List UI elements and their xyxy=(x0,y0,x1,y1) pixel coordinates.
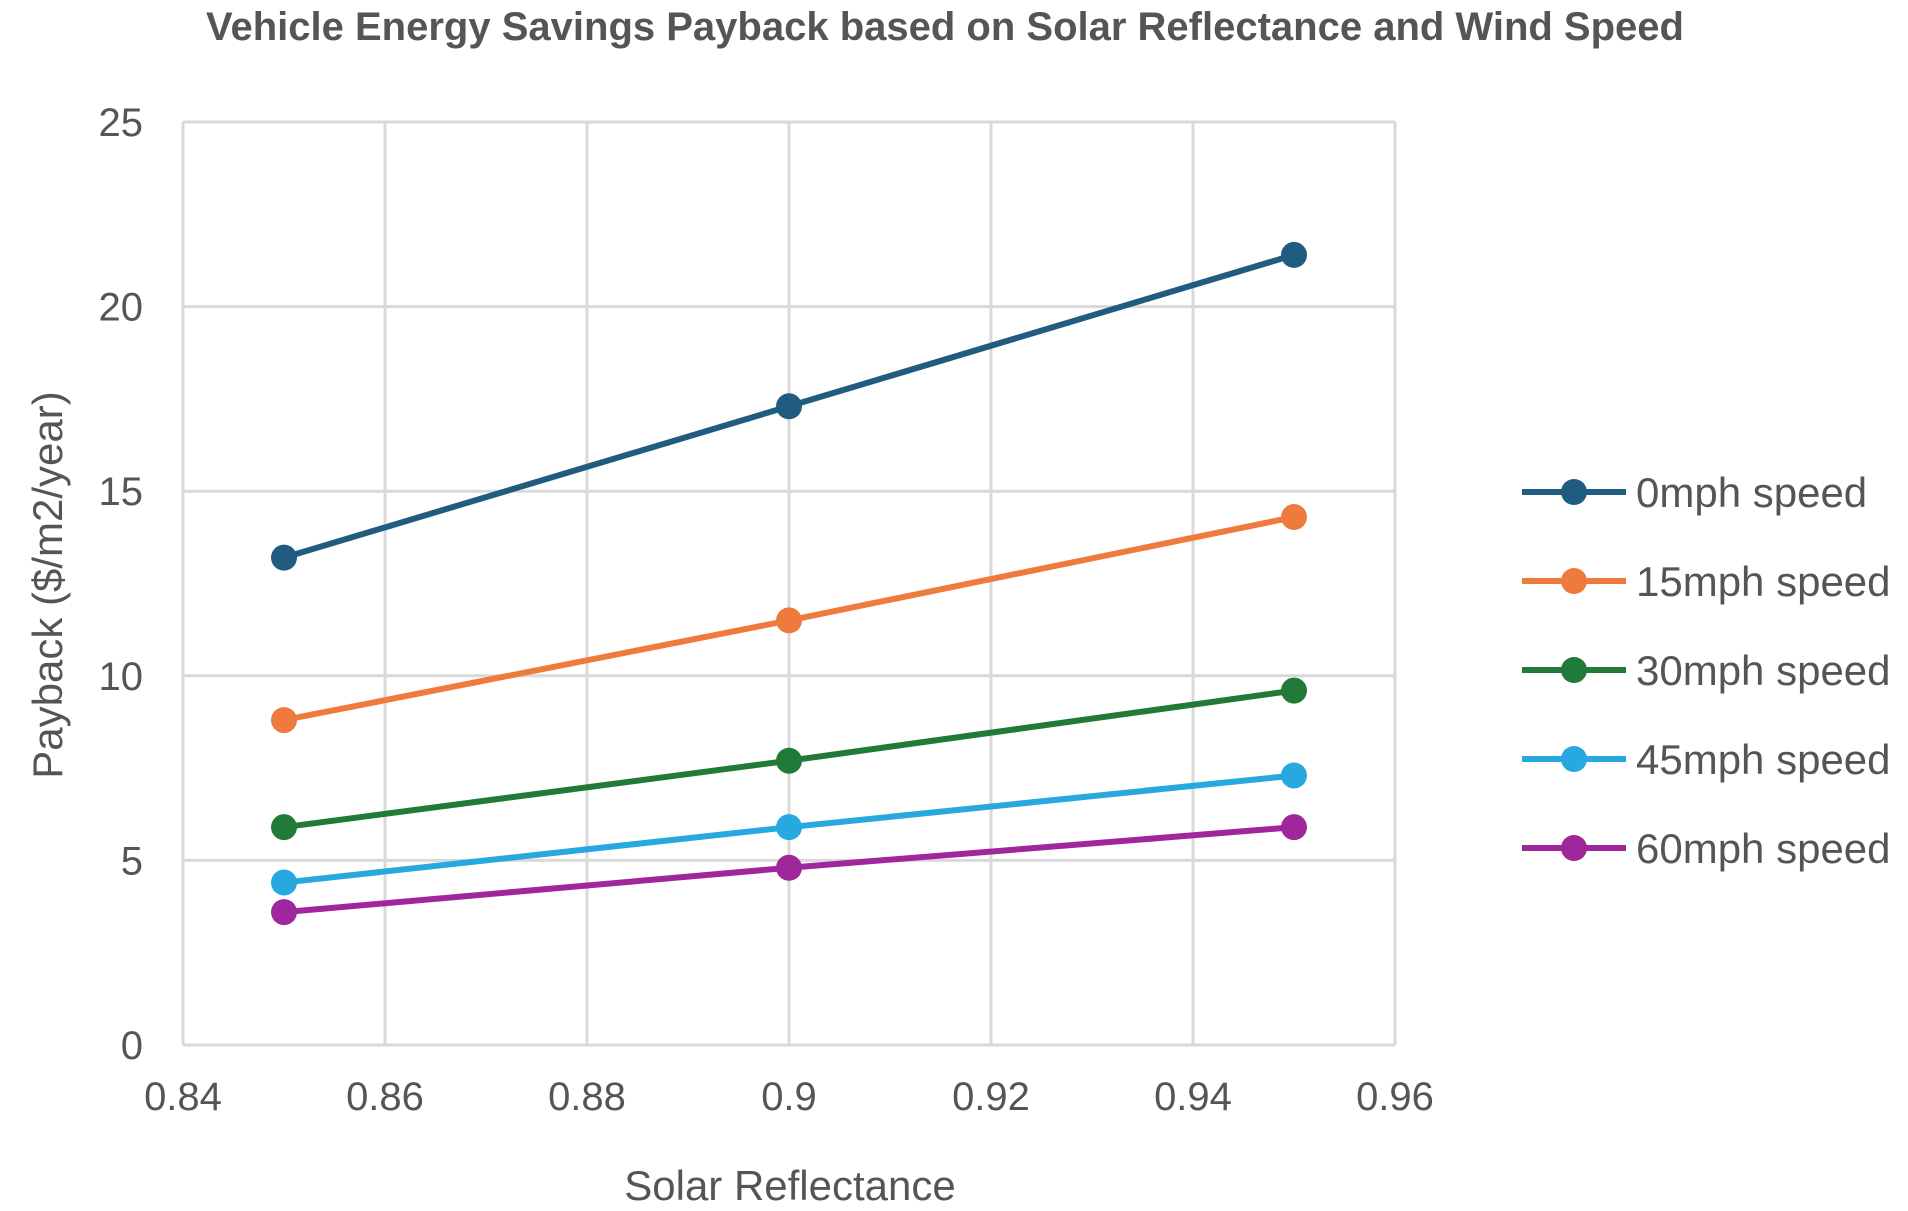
y-tick-label: 25 xyxy=(99,101,144,145)
grid xyxy=(181,120,1397,1047)
legend-marker xyxy=(1561,835,1587,861)
x-tick-label: 0.88 xyxy=(548,1075,626,1119)
y-tick-label: 15 xyxy=(99,470,144,514)
data-point xyxy=(1281,241,1307,268)
series-2 xyxy=(271,677,1307,841)
y-tick-label: 0 xyxy=(121,1024,143,1068)
data-point xyxy=(1281,504,1307,531)
data-point xyxy=(271,544,297,571)
data-point xyxy=(1281,677,1307,704)
legend-item: 15mph speed xyxy=(1522,558,1891,605)
y-tick-label: 5 xyxy=(121,839,143,883)
data-point xyxy=(776,814,802,841)
x-tick-label: 0.86 xyxy=(346,1075,424,1119)
series-0 xyxy=(271,241,1307,571)
series-3 xyxy=(271,762,1307,896)
data-point xyxy=(271,707,297,734)
series-4 xyxy=(271,814,1307,926)
chart-title: Vehicle Energy Savings Payback based on … xyxy=(206,5,1684,49)
legend-item: 0mph speed xyxy=(1522,469,1867,516)
x-tick-label: 0.94 xyxy=(1154,1075,1232,1119)
x-tick-label: 0.96 xyxy=(1356,1075,1434,1119)
legend-marker xyxy=(1561,568,1587,594)
x-tick-label: 0.9 xyxy=(761,1075,817,1119)
legend-marker xyxy=(1561,479,1587,505)
legend-marker xyxy=(1561,657,1587,683)
series-1 xyxy=(271,504,1307,734)
legend: 0mph speed 15mph speed 30mph speed 45mph sp… xyxy=(1522,469,1891,872)
legend-label: 30mph speed xyxy=(1636,647,1891,694)
legend-label: 0mph speed xyxy=(1636,469,1867,516)
x-tick-label: 0.92 xyxy=(952,1075,1030,1119)
data-point xyxy=(776,747,802,774)
x-axis-title: Solar Reflectance xyxy=(624,1162,956,1206)
legend-item: 45mph speed xyxy=(1522,736,1891,783)
legend-marker xyxy=(1561,746,1587,772)
axes: 0.84 0.86 0.88 0.9 0.92 0.94 0.96 0 5 10 15 20 25 xyxy=(99,101,1434,1119)
data-point xyxy=(776,854,802,881)
data-point xyxy=(776,393,802,420)
legend-item: 60mph speed xyxy=(1522,825,1891,872)
legend-label: 45mph speed xyxy=(1636,736,1891,783)
y-axis-title: Payback ($/m2/year) xyxy=(24,391,71,778)
legend-label: 60mph speed xyxy=(1636,825,1891,872)
legend-item: 30mph speed xyxy=(1522,647,1891,694)
data-point xyxy=(271,899,297,926)
data-point xyxy=(776,607,802,634)
data-point xyxy=(271,814,297,841)
data-point xyxy=(1281,814,1307,841)
legend-label: 15mph speed xyxy=(1636,558,1891,605)
data-point xyxy=(271,869,297,896)
y-tick-label: 10 xyxy=(99,655,144,699)
data-point xyxy=(1281,762,1307,789)
x-tick-label: 0.84 xyxy=(144,1075,222,1119)
series-group xyxy=(271,241,1307,926)
y-tick-label: 20 xyxy=(99,286,144,330)
